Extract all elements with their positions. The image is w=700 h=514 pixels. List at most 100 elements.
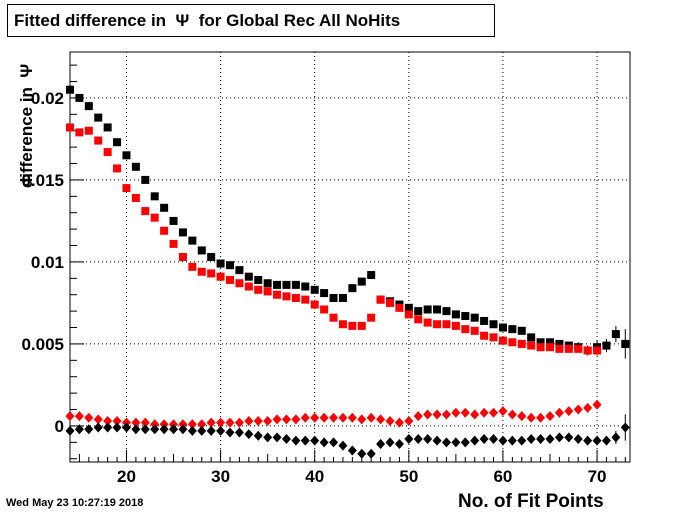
data-point-diamond: [601, 435, 611, 446]
data-point-square: [621, 339, 630, 348]
data-point-square: [141, 207, 150, 216]
data-point-square: [197, 267, 206, 276]
data-point-square: [357, 321, 366, 330]
data-point-square: [536, 343, 545, 352]
data-point-diamond: [498, 406, 508, 417]
data-point-diamond: [216, 417, 226, 428]
data-marks: [65, 85, 630, 459]
data-point-diamond: [93, 422, 103, 433]
data-point-square: [461, 312, 470, 321]
data-point-square: [282, 292, 291, 301]
data-point-diamond: [489, 407, 499, 418]
data-point-square: [423, 305, 432, 314]
data-point-diamond: [253, 416, 263, 426]
data-point-diamond: [103, 422, 113, 433]
data-point-square: [593, 346, 602, 355]
data-point-diamond: [385, 437, 395, 448]
data-point-square: [244, 272, 253, 281]
data-point-diamond: [507, 409, 517, 420]
timestamp: Wed May 23 10:27:19 2018: [6, 497, 144, 509]
data-point-square: [461, 325, 470, 334]
data-point-diamond: [413, 434, 423, 445]
data-point-diamond: [620, 422, 630, 433]
data-point-square: [536, 338, 545, 347]
data-point-square: [216, 259, 225, 268]
data-point-diamond: [451, 437, 461, 448]
data-point-diamond: [498, 435, 508, 446]
data-point-square: [489, 320, 498, 329]
data-point-diamond: [197, 419, 207, 430]
data-point-square: [517, 326, 526, 335]
data-point-diamond: [329, 412, 339, 423]
data-point-square: [338, 294, 347, 302]
data-point-diamond: [404, 434, 414, 445]
data-point-square: [442, 307, 451, 316]
data-point-square: [329, 313, 338, 322]
data-point-diamond: [592, 399, 602, 410]
data-point-square: [235, 279, 244, 288]
data-point-diamond: [74, 411, 84, 422]
data-point-diamond: [517, 435, 527, 446]
data-point-square: [94, 136, 103, 145]
data-point-square: [320, 289, 329, 298]
data-point-diamond: [187, 419, 197, 430]
data-point-diamond: [197, 425, 207, 436]
data-point-square: [611, 330, 620, 339]
data-point-diamond: [347, 445, 357, 456]
data-point-diamond: [272, 432, 282, 443]
data-point-diamond: [84, 412, 94, 423]
data-point-square: [301, 295, 310, 304]
data-point-square: [226, 261, 234, 270]
data-point-diamond: [140, 424, 150, 435]
x-tick-label: 50: [399, 467, 418, 486]
data-point-diamond: [65, 411, 75, 422]
data-point-square: [122, 151, 131, 160]
data-point-square: [273, 280, 282, 289]
data-point-square: [141, 175, 150, 184]
data-point-square: [367, 313, 376, 322]
data-point-square: [480, 331, 489, 340]
data-point-square: [546, 338, 554, 347]
data-point-diamond: [234, 417, 244, 428]
data-point-square: [216, 272, 225, 281]
data-point-diamond: [281, 414, 291, 425]
data-point-square: [66, 85, 74, 94]
data-point-diamond: [234, 427, 244, 438]
data-point-diamond: [84, 424, 94, 435]
data-point-square: [508, 338, 517, 347]
data-point-diamond: [263, 432, 273, 443]
data-point-diamond: [564, 432, 574, 443]
x-tick-label: 20: [117, 467, 136, 486]
data-point-diamond: [394, 438, 404, 449]
data-point-diamond: [206, 425, 216, 436]
data-point-diamond: [526, 412, 536, 423]
data-point-diamond: [281, 434, 291, 445]
data-point-diamond: [536, 434, 546, 445]
data-point-diamond: [507, 435, 517, 446]
plot-frame: [69, 51, 631, 463]
data-point-square: [527, 341, 536, 350]
data-point-square: [207, 253, 216, 261]
data-point-diamond: [121, 422, 131, 433]
data-point-diamond: [65, 425, 75, 436]
data-point-diamond: [140, 417, 150, 428]
data-point-square: [386, 298, 394, 307]
data-point-diamond: [583, 435, 593, 446]
data-point-diamond: [394, 417, 404, 428]
data-point-square: [301, 282, 310, 291]
data-point-square: [160, 203, 169, 212]
data-point-diamond: [592, 435, 602, 446]
data-point-diamond: [169, 424, 179, 435]
data-point-square: [498, 323, 507, 332]
data-point-square: [442, 320, 451, 329]
data-point-diamond: [554, 432, 564, 443]
data-point-square: [555, 339, 564, 348]
data-point-diamond: [357, 448, 367, 459]
data-point-square: [527, 333, 536, 342]
data-point-square: [546, 343, 554, 352]
data-point-square: [273, 290, 282, 299]
data-point-square: [480, 316, 489, 325]
data-point-square: [244, 282, 253, 291]
data-point-diamond: [573, 404, 583, 415]
